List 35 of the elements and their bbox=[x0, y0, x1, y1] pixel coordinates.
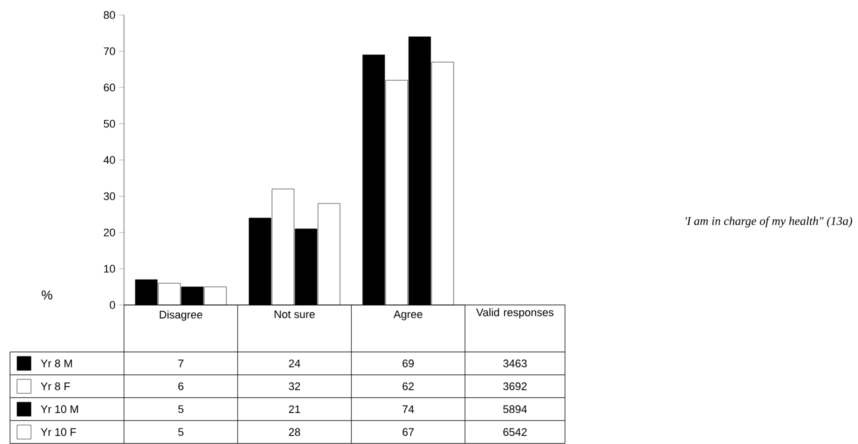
x-tick-label: Disagree bbox=[160, 310, 202, 321]
data-label: 24 bbox=[288, 360, 300, 368]
y-tick-label: 50 bbox=[104, 120, 116, 128]
y-tick-label: 70 bbox=[104, 47, 116, 56]
y-tick-label: 0 bbox=[110, 301, 116, 309]
y-tick-label: 30 bbox=[104, 192, 116, 200]
x-tick-label: Agree bbox=[394, 310, 422, 320]
x-tick-label: Not sure bbox=[274, 310, 315, 318]
data-label: 6 bbox=[178, 382, 184, 390]
text: 6542 bbox=[503, 428, 527, 436]
y-tick-label: 10 bbox=[104, 264, 116, 273]
legend-label: Yr 8 F bbox=[40, 382, 70, 390]
y-tick-label: 60 bbox=[104, 84, 116, 92]
data-label: 28 bbox=[288, 428, 300, 436]
data-label: 67 bbox=[402, 428, 414, 436]
legend-label: Yr 8 M bbox=[40, 360, 72, 368]
y-tick-label: 20 bbox=[104, 228, 116, 236]
text: 5894 bbox=[503, 405, 527, 414]
y-tick-label: 80 bbox=[104, 11, 116, 19]
text: Valid responses bbox=[476, 308, 554, 318]
data-label: 32 bbox=[288, 382, 300, 390]
data-label: 69 bbox=[402, 360, 414, 368]
text: 3692 bbox=[503, 382, 527, 390]
text: 'I am in charge of my health" (13a) bbox=[686, 216, 852, 228]
y-tick-label: 40 bbox=[104, 156, 116, 164]
data-label: 5 bbox=[178, 405, 184, 413]
data-label: 7 bbox=[178, 360, 184, 368]
data-label: 5 bbox=[178, 428, 184, 436]
data-label: 74 bbox=[402, 405, 414, 413]
text: 3463 bbox=[503, 360, 527, 368]
legend-label: Yr 10 F bbox=[40, 428, 76, 436]
data-label: 21 bbox=[288, 405, 300, 413]
data-label: 62 bbox=[402, 382, 414, 390]
y-axis-title: % bbox=[42, 290, 52, 300]
legend-label: Yr 10 M bbox=[40, 405, 78, 414]
